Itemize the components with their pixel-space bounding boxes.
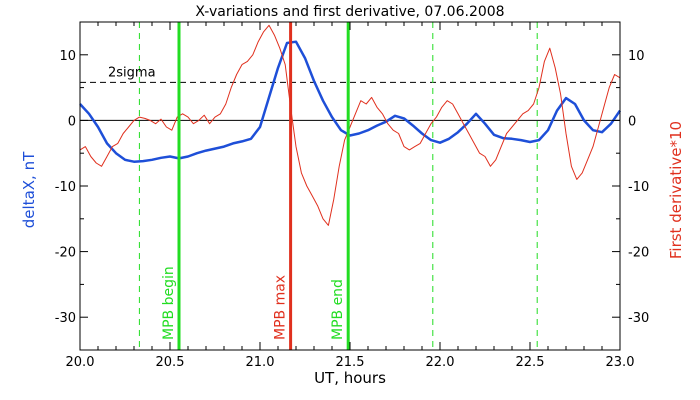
mpb-end-label: MPB end: [330, 279, 346, 340]
deltax-series-line: [79, 40, 622, 163]
y-tick-label-right: -30: [628, 311, 649, 326]
x-tick-label: 21.5: [336, 355, 365, 370]
y-axis-label-right: First derivative*10: [667, 121, 685, 259]
y-tick-label-left: 0: [68, 114, 76, 129]
y-axis-label-left: deltaX, nT: [20, 151, 38, 228]
ticks-layer: 20.0 20.5 21.0 21.5 22.0 22.5 23.0 10 10 0 0 -10 -10…: [55, 21, 649, 370]
y-tick-label-left: 10: [59, 49, 76, 64]
x-tick-label: 21.0: [246, 355, 275, 370]
x-tick-label: 23.0: [606, 355, 635, 370]
y-tick-label-left: -30: [55, 311, 76, 326]
markers-layer: MPB begin MPB max MPB end: [161, 22, 350, 350]
y-tick-label-right: 10: [628, 49, 645, 64]
x-tick-label: 20.0: [66, 355, 95, 370]
y-tick-label-right: -10: [628, 180, 649, 195]
y-tick-label-right: 0: [628, 114, 636, 129]
chart-title: X-variations and first derivative, 07.06…: [195, 4, 504, 20]
x-tick-label: 20.5: [156, 355, 185, 370]
x-tick-label: 22.5: [516, 355, 545, 370]
reference-lines-layer: [80, 22, 620, 350]
threshold-label: 2sigma: [108, 65, 156, 80]
y-tick-label-left: -10: [55, 180, 76, 195]
derivative-series-line: [79, 24, 621, 226]
x-axis-label: UT, hours: [314, 369, 386, 387]
series-layer: [79, 24, 622, 226]
mpb-begin-label: MPB begin: [161, 266, 177, 340]
mpb-max-label: MPB max: [273, 275, 289, 340]
y-tick-label-right: -20: [628, 246, 649, 261]
y-tick-label-left: -20: [55, 246, 76, 261]
x-tick-label: 22.0: [426, 355, 455, 370]
